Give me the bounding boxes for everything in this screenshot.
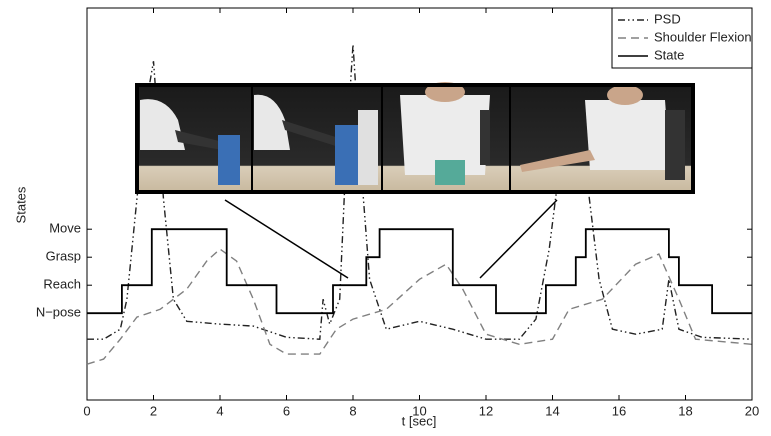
photo-strip [135, 82, 695, 279]
x-tick-label: 4 [216, 403, 223, 418]
photo-panel [254, 94, 378, 185]
connector [479, 199, 558, 279]
x-tick-label: 6 [283, 403, 290, 418]
y-tick-label: Move [49, 221, 81, 236]
series-line [87, 228, 752, 315]
x-tick-label: 2 [150, 403, 157, 418]
y-axis-label: States [13, 186, 28, 223]
x-tick-label: 12 [479, 403, 493, 418]
y-tick-label: Reach [43, 277, 81, 292]
x-tick-label: 0 [83, 403, 90, 418]
legend-label: Shoulder Flexion [654, 29, 752, 44]
series-line [86, 248, 753, 365]
plot-frame [86, 7, 753, 401]
y-tick-label: N−pose [36, 305, 81, 320]
y-tick-label: Grasp [46, 249, 81, 264]
x-tick-label: 18 [678, 403, 692, 418]
connector [224, 199, 349, 279]
x-tick-label: 20 [745, 403, 759, 418]
legend-label: PSD [654, 11, 681, 26]
photo-panel [520, 85, 685, 180]
x-tick-label: 14 [545, 403, 559, 418]
photo-panel [140, 99, 240, 185]
legend-label: State [654, 47, 684, 62]
x-tick-label: 16 [612, 403, 626, 418]
photo-frame [135, 83, 695, 194]
x-axis-label: t [sec] [402, 413, 437, 428]
x-tick-label: 10 [412, 403, 426, 418]
x-tick-label: 8 [349, 403, 356, 418]
photo-panel [400, 82, 490, 185]
